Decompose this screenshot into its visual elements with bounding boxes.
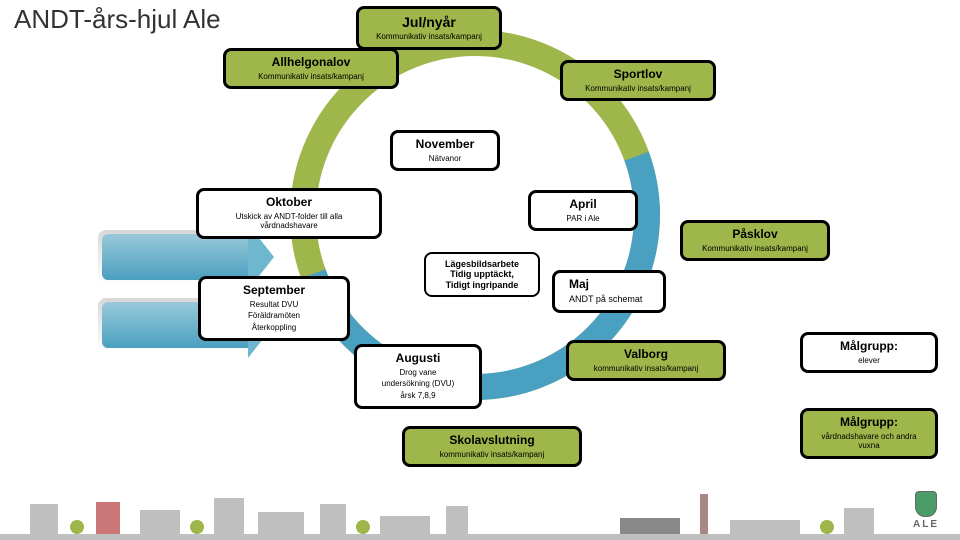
tree-icon [190,520,204,534]
slide: { "title": "ANDT-års-hjul Ale", "palette… [0,0,960,540]
node-title: Målgrupp: [813,340,925,354]
line: undersökning (DVU) [367,379,469,389]
node-oktober: Oktober Utskick av ANDT-folder till alla… [196,188,382,239]
building-icon [96,502,120,534]
node-sub: Kommunikativ insats/kampanj [236,72,386,82]
node-title: Augusti [367,352,469,366]
node-sub: elever [813,356,925,366]
node-title: Oktober [209,196,369,210]
building-icon [140,510,180,534]
building-icon [380,516,430,534]
footer-skyline: ALE [0,478,960,540]
node-sportlov: Sportlov Kommunikativ insats/kampanj [560,60,716,101]
node-pasklov: Påsklov Kommunikativ insats/kampanj [680,220,830,261]
node-sub: Kommunikativ insats/kampanj [369,32,489,42]
node-skolavslutning: Skolavslutning kommunikativ insats/kampa… [402,426,582,467]
line: Återkoppling [211,323,337,333]
ale-logo: ALE [902,491,950,530]
tree-icon [356,520,370,534]
line: Drog vane [367,368,469,378]
tree-icon [820,520,834,534]
line: Resultat DVU [211,300,337,310]
node-augusti: Augusti Drog vane undersökning (DVU) års… [354,344,482,409]
node-title: Skolavslutning [415,434,569,448]
node-title: November [403,138,487,152]
line: årsk 7,8,9 [367,391,469,401]
node-sub: kommunikativ insats/kampanj [415,450,569,460]
bridge-icon [730,520,800,534]
shield-icon [915,491,937,517]
node-maj: Maj ANDT på schemat [552,270,666,313]
node-title: Sportlov [573,68,703,82]
node-sub: Utskick av ANDT-folder till alla vårdnad… [209,212,369,231]
node-september: September Resultat DVU Föräldramöten Åte… [198,276,350,341]
building-icon [844,508,874,534]
node-sub: Nätvanor [403,154,487,164]
logo-text: ALE [902,519,950,530]
building-icon [30,504,58,534]
node-sub: Kommunikativ insats/kampanj [573,84,703,94]
node-title: Valborg [579,348,713,362]
node-sub: PAR i Ale [541,214,625,224]
building-icon [258,512,304,534]
line: Tidigt ingripande [436,280,528,290]
node-malgrupp-elever: Målgrupp: elever [800,332,938,373]
building-icon [214,498,244,534]
node-april: April PAR i Ale [528,190,638,231]
line: Lägesbildsarbete [436,259,528,269]
node-title: April [541,198,625,212]
ground-line [0,534,960,540]
node-valborg: Valborg kommunikativ insats/kampanj [566,340,726,381]
node-title: September [211,284,337,298]
ship-icon [620,518,680,534]
node-title: Målgrupp: [813,416,925,430]
page-title: ANDT-års-hjul Ale [14,4,221,35]
node-jul-nyar: Jul/nyår Kommunikativ insats/kampanj [356,6,502,50]
node-title: Allhelgonalov [236,56,386,70]
node-lagesbild: Lägesbildsarbete Tidig upptäckt, Tidigt … [424,252,540,297]
tower-icon [700,494,708,534]
node-malgrupp-vuxna: Målgrupp: vårdnadshavare och andra vuxna [800,408,938,459]
node-sub: kommunikativ insats/kampanj [579,364,713,374]
building-icon [320,504,346,534]
building-icon [446,506,468,534]
line: Tidig upptäckt, [436,269,528,279]
node-sub: ANDT på schemat [565,294,653,305]
tree-icon [70,520,84,534]
node-title: Maj [565,278,653,292]
node-sub: vårdnadshavare och andra vuxna [813,432,925,451]
node-title: Påsklov [693,228,817,242]
node-allhelgonalov: Allhelgonalov Kommunikativ insats/kampan… [223,48,399,89]
node-november: November Nätvanor [390,130,500,171]
node-sub: Kommunikativ insats/kampanj [693,244,817,254]
node-title: Jul/nyår [369,14,489,30]
line: Föräldramöten [211,311,337,321]
